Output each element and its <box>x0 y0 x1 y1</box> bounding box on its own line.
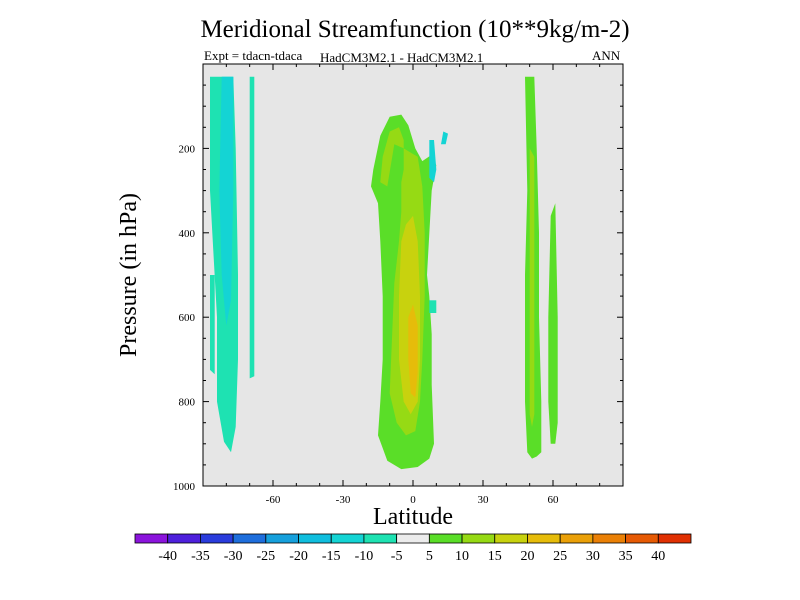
colorbar-label: 30 <box>586 549 600 564</box>
colorbar-label: 25 <box>553 549 567 564</box>
colorbar-label: -10 <box>355 549 374 564</box>
colorbar-label: -20 <box>289 549 308 564</box>
colorbar-label: -25 <box>256 549 275 564</box>
colorbar-swatch <box>494 533 528 544</box>
contour-region-sh-negative-cell-left <box>210 275 215 375</box>
season-label: ANN <box>592 48 621 63</box>
colorbar-swatch <box>461 533 496 544</box>
x-tick-label: -60 <box>266 494 281 506</box>
colorbar-label: 20 <box>520 549 534 564</box>
colorbar-swatch <box>232 533 267 544</box>
contour-region-tropical-cell-25 <box>408 304 418 398</box>
model-label: HadCM3M2.1 - HadCM3M2.1 <box>320 50 484 65</box>
x-axis-title: Latitude <box>373 504 453 530</box>
colorbar-swatch <box>330 533 365 544</box>
colorbar-swatch <box>200 533 234 544</box>
colorbar-label: -30 <box>224 549 243 564</box>
colorbar-label: -35 <box>191 549 210 564</box>
contour-region-tropical-hole <box>429 300 437 313</box>
y-tick-label: 200 <box>179 143 196 155</box>
colorbar-swatch <box>559 533 594 544</box>
y-axis-title: Pressure (in hPa) <box>116 193 142 357</box>
x-tick-label: 60 <box>548 494 560 506</box>
contour-region-tropical-blob-2 <box>441 131 448 145</box>
colorbar-swatch <box>396 533 430 544</box>
colorbar-swatch <box>167 533 201 544</box>
contour-region-nh-cell-tall-core <box>529 148 535 427</box>
y-tick-label: 1000 <box>173 481 196 493</box>
colorbar-swatch <box>265 533 299 544</box>
y-tick-label: 600 <box>179 312 196 324</box>
colorbar-label: -40 <box>158 549 177 564</box>
colorbar-swatch <box>527 533 561 544</box>
experiment-label: Expt = tdacn-tdaca <box>204 48 303 63</box>
colorbar-label: -15 <box>322 549 341 564</box>
colorbar-swatch <box>592 533 626 544</box>
colorbar-label: 10 <box>455 549 469 564</box>
colorbar-label: 35 <box>619 549 633 564</box>
y-tick-label: 800 <box>179 397 196 409</box>
axes: -60 -30 0 30 60 200 400 600 800 1000 <box>173 64 623 506</box>
colorbar-label: 15 <box>488 549 502 564</box>
colorbar-swatch <box>363 533 398 544</box>
contour-region-nh-cell-narrow <box>548 203 558 444</box>
colorbar-swatch <box>428 533 463 544</box>
chart-title: Meridional Streamfunction (10**9kg/m-2) <box>200 16 630 43</box>
x-tick-label: 0 <box>410 494 416 506</box>
colorbar-swatch <box>657 533 692 544</box>
colorbar-label: 5 <box>426 549 433 564</box>
y-tick-label: 400 <box>179 228 196 240</box>
colorbar: -40 -35 -30 -25 -20 -15 -10 -5 5 10 15 20 25 30 35 40 <box>134 533 692 564</box>
colorbar-label: -5 <box>391 549 403 564</box>
contour-region-sh-negative-filament <box>249 76 255 379</box>
colorbar-swatch <box>134 533 169 544</box>
contour-region-sh-negative-cell-core <box>219 76 234 326</box>
colorbar-swatch <box>625 533 659 544</box>
colorbar-label: 40 <box>651 549 665 564</box>
x-tick-label: 30 <box>478 494 490 506</box>
x-tick-label: -30 <box>336 494 351 506</box>
contour-regions <box>210 76 558 470</box>
colorbar-swatch <box>298 533 332 544</box>
contour-region-tropical-blob-1 <box>429 140 437 183</box>
